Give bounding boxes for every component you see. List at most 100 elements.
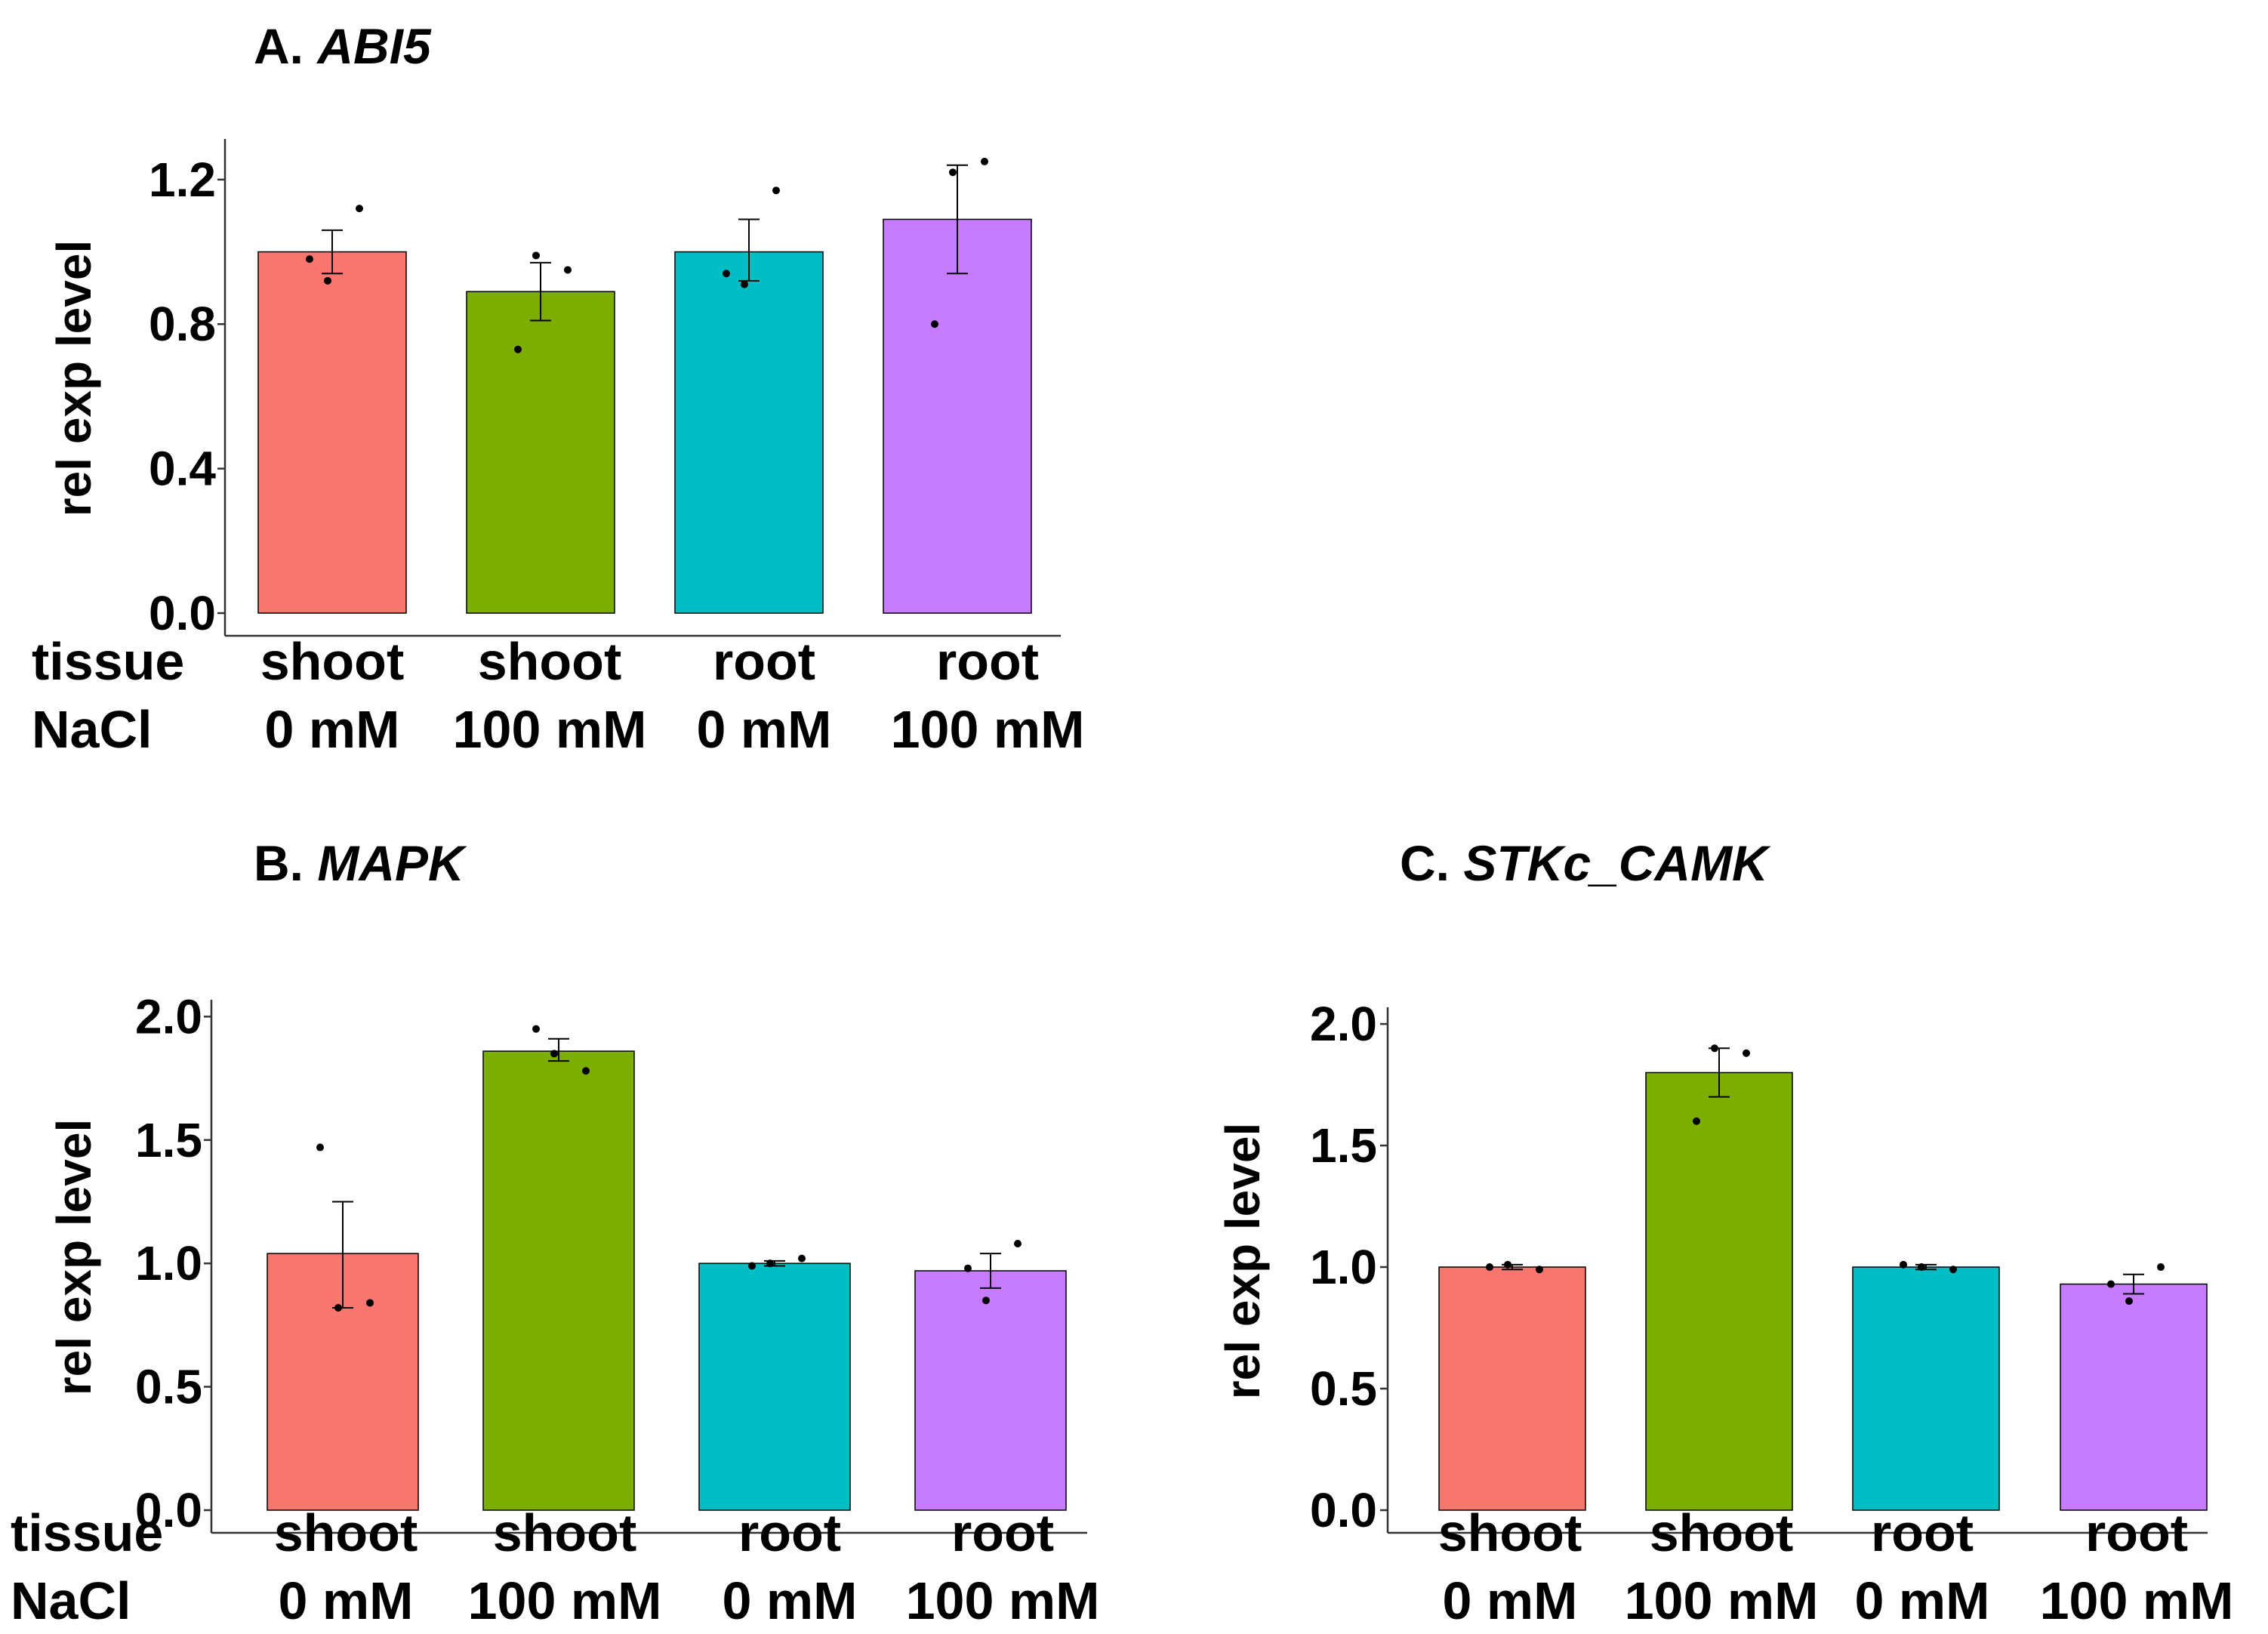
chart-title: B. MAPK (254, 835, 467, 891)
bar (2060, 1283, 2208, 1511)
data-point (532, 1025, 540, 1033)
panel-mapk: B. MAPK 0.0 0.5 1.0 1.5 2.0 rel exp level shoot… (0, 831, 1148, 1634)
y-tick-label: 0.0 (1310, 1483, 1377, 1537)
data-point (949, 168, 957, 177)
data-point (766, 1259, 774, 1268)
data-point (723, 270, 730, 278)
x-tick-label-tissue: shoot (1438, 1503, 1582, 1562)
y-tick-label: 0.5 (135, 1360, 202, 1414)
bar (482, 1050, 635, 1511)
data-point (1949, 1266, 1957, 1274)
y-tick-label: 0.0 (135, 1483, 202, 1537)
chart-abi5: A. ABI5 0.0 0.4 0.8 1.2 rel exp level shoot 0 m… (32, 18, 1085, 759)
chart-title-prefix: B. (254, 835, 317, 891)
chart-title-gene: STKc_CAMK (1463, 835, 1771, 891)
error-bar (530, 261, 551, 322)
data-point (798, 1254, 806, 1262)
x-tick-label-nacl: 0 mM (697, 700, 832, 759)
y-tick-label: 0.8 (149, 297, 216, 351)
y-tick-label: 1.5 (1310, 1118, 1377, 1173)
x-tick-label-tissue: shoot (478, 632, 622, 691)
x-tick-label-nacl: 0 mM (1855, 1571, 1990, 1630)
data-point (366, 1299, 374, 1307)
x-tick-label-tissue: root (936, 632, 1039, 691)
chart-title-prefix: C. (1400, 835, 1463, 891)
error-bar (322, 229, 343, 275)
data-point (2157, 1263, 2165, 1272)
row-label-nacl: NaCl (32, 700, 152, 759)
chart-title-gene: MAPK (317, 835, 467, 891)
bar (1438, 1266, 1586, 1511)
data-point (931, 320, 938, 328)
chart-mapk: B. MAPK 0.0 0.5 1.0 1.5 2.0 rel exp level shoot… (11, 835, 1100, 1630)
data-point (964, 1264, 972, 1272)
bar (698, 1262, 851, 1511)
panel-stkc-camk: C. STKc_CAMK 0.0 0.5 1.0 1.5 2.0 rel exp level… (1178, 831, 2268, 1634)
y-tick-label: 0.0 (149, 586, 216, 640)
error-bar (738, 218, 760, 282)
x-tick-label-tissue: root (1871, 1503, 1974, 1562)
y-tick-label: 1.0 (135, 1236, 202, 1290)
data-point (306, 255, 313, 264)
x-tick-label-nacl: 0 mM (723, 1571, 858, 1630)
data-point (1486, 1263, 1493, 1272)
bar (1852, 1266, 2000, 1511)
row-label-tissue: tissue (11, 1503, 163, 1562)
x-tick-label-tissue: root (951, 1503, 1054, 1562)
x-tick-label-nacl: 0 mM (1443, 1571, 1578, 1630)
chart-title: A. ABI5 (254, 18, 432, 74)
data-point (1014, 1240, 1022, 1248)
data-point (564, 266, 572, 274)
data-point (1900, 1260, 1907, 1269)
data-point (1711, 1044, 1718, 1053)
x-tick-label-nacl: 100 mM (1625, 1571, 1819, 1630)
data-point (741, 280, 748, 288)
y-axis-label: rel exp level (47, 1119, 101, 1395)
error-bar (548, 1037, 569, 1062)
data-point (2125, 1297, 2133, 1306)
data-point (1743, 1049, 1750, 1057)
x-tick-label-tissue: root (713, 632, 815, 691)
bar (1645, 1071, 1793, 1511)
data-point (1536, 1266, 1543, 1274)
data-point (982, 1296, 990, 1305)
x-tick-label-nacl: 100 mM (891, 700, 1085, 759)
y-axis-label: rel exp level (47, 240, 101, 516)
error-bar (947, 164, 968, 275)
y-tick-label: 2.0 (135, 989, 202, 1044)
x-tick-label-tissue: shoot (274, 1503, 418, 1562)
data-point (772, 187, 780, 195)
x-tick-label-tissue: root (738, 1503, 841, 1562)
bar (267, 1253, 419, 1511)
data-point (334, 1304, 342, 1312)
data-point (324, 276, 331, 285)
data-point (1918, 1263, 1925, 1272)
chart-stkc-camk: C. STKc_CAMK 0.0 0.5 1.0 1.5 2.0 rel exp level… (1216, 835, 2234, 1630)
chart-title-gene: ABI5 (316, 18, 432, 74)
data-point (550, 1050, 558, 1058)
data-point (532, 251, 540, 260)
x-tick-label-nacl: 100 mM (2040, 1571, 2234, 1630)
bar (914, 1270, 1067, 1511)
row-label-tissue: tissue (32, 632, 184, 691)
x-tick-label-nacl: 100 mM (906, 1571, 1100, 1630)
chart-title: C. STKc_CAMK (1400, 835, 1771, 891)
y-tick-label: 0.5 (1310, 1361, 1377, 1416)
chart-title-prefix: A. (254, 18, 317, 74)
x-tick-label-tissue: shoot (1650, 1503, 1794, 1562)
x-tick-label-nacl: 100 mM (468, 1571, 662, 1630)
y-tick-label: 1.0 (1310, 1240, 1377, 1294)
y-tick-label: 0.4 (149, 442, 216, 496)
bar (674, 251, 824, 614)
y-tick-label: 2.0 (1310, 997, 1377, 1051)
panel-abi5: A. ABI5 0.0 0.4 0.8 1.2 rel exp level shoot 0 m… (0, 0, 1148, 785)
row-label-nacl: NaCl (11, 1571, 131, 1630)
error-bar (980, 1253, 1001, 1289)
error-bar (2123, 1273, 2144, 1295)
y-tick-label: 1.2 (149, 153, 216, 207)
data-point (748, 1262, 756, 1270)
x-tick-label-tissue: root (2085, 1503, 2188, 1562)
y-tick-label: 1.5 (135, 1113, 202, 1167)
data-point (514, 345, 522, 353)
data-point (1693, 1117, 1700, 1125)
